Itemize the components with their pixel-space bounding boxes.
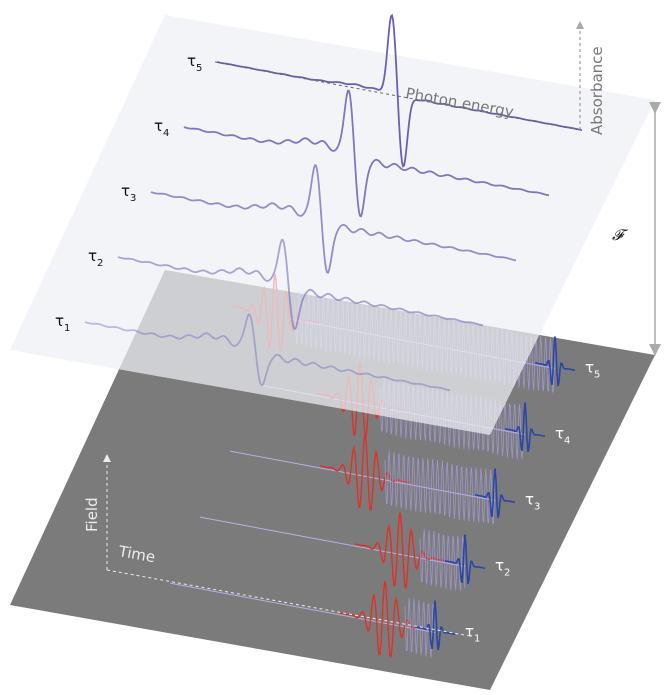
tau-symbol: τ	[55, 312, 64, 330]
tau-subscript: 4	[564, 436, 570, 447]
tau-symbol: τ	[88, 247, 97, 265]
tau-subscript: 5	[594, 370, 600, 381]
transform-label: 𝓕	[612, 226, 629, 244]
figure: τ1τ2τ3τ4τ5 τ1τ2τ3τ4τ5 Field Time Absorba…	[0, 0, 666, 695]
tau-symbol: τ	[585, 359, 594, 377]
absorbance-label: Absorbance	[588, 46, 606, 135]
tau-subscript: 5	[196, 63, 202, 74]
tau-symbol: τ	[121, 182, 130, 200]
tau-symbol: τ	[154, 117, 163, 135]
tau-subscript: 3	[534, 502, 540, 513]
tau-symbol: τ	[465, 623, 474, 641]
tau-symbol: τ	[495, 557, 504, 575]
tau-subscript: 2	[504, 568, 510, 579]
tau-subscript: 4	[163, 128, 169, 139]
tau-subscript: 1	[474, 634, 480, 645]
tau-subscript: 3	[130, 193, 136, 204]
field-label: Field	[83, 497, 101, 532]
tau-symbol: τ	[187, 52, 196, 70]
tau-subscript: 2	[97, 258, 103, 269]
tau-symbol: τ	[555, 425, 564, 443]
tau-symbol: τ	[525, 491, 534, 509]
tau-subscript: 1	[64, 323, 70, 334]
